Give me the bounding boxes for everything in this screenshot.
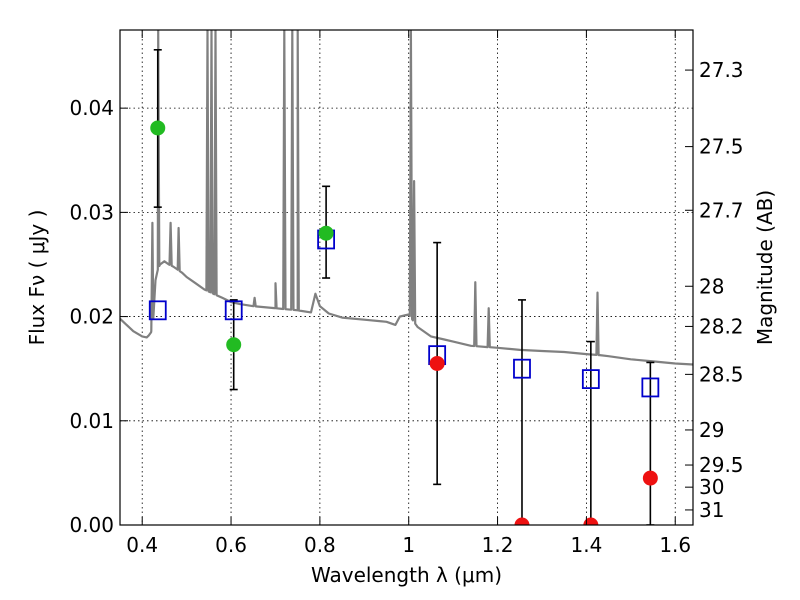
y2-tick-label: 27.7	[699, 198, 744, 222]
y-tick-label: 0.00	[69, 513, 114, 537]
y2-tick-label: 28.2	[699, 314, 744, 338]
y2-tick-label: 28.5	[699, 362, 744, 386]
y2-tick-label: 29.5	[699, 453, 744, 477]
plot-frame	[119, 29, 694, 526]
y-axis-label: Flux Fν ( μJy )	[25, 210, 49, 346]
detection-point	[226, 337, 242, 353]
non-detection-point	[429, 355, 445, 371]
y2-tick-label: 29	[699, 418, 724, 442]
detection-point	[150, 120, 166, 136]
non-detection-point	[642, 470, 658, 486]
model-spectrum-line	[120, 30, 693, 366]
x-tick-label: 0.8	[304, 533, 336, 557]
y2-tick-label: 30	[699, 475, 724, 499]
y-tick-label: 0.04	[69, 96, 114, 120]
y2-tick-label: 31	[699, 498, 724, 522]
x-tick-label: 0.6	[215, 533, 247, 557]
model-photometry-boxes	[148, 229, 660, 398]
y-tick-label: 0.02	[69, 305, 114, 329]
y2-tick-label: 27.5	[699, 135, 744, 159]
x-tick-label: 0.4	[126, 533, 158, 557]
x-tick-label: 1.2	[482, 533, 514, 557]
model-spectrum	[120, 30, 693, 366]
detection-point	[318, 225, 334, 241]
x-tick-label: 1.6	[659, 533, 691, 557]
model-photometry-box	[641, 377, 660, 398]
error-bars	[153, 48, 655, 525]
y-tick-label: 0.01	[69, 409, 114, 433]
model-photometry-box	[224, 300, 243, 321]
y2-axis-label: Magnitude (AB)	[753, 190, 777, 345]
x-axis-label: Wavelength λ (μm)	[311, 563, 502, 587]
observed-points	[150, 120, 658, 525]
non-detection-point	[583, 517, 599, 525]
model-photometry-box	[581, 369, 600, 390]
y-tick-label: 0.03	[69, 200, 114, 224]
x-tick-label: 1.4	[570, 533, 602, 557]
x-axis-ticks: 0.4 0.6 0.8 1 1.2 1.4 1.6	[126, 30, 691, 557]
model-photometry-box	[148, 300, 167, 321]
model-photometry-box	[513, 358, 531, 379]
y-axis-ticks: 0.00 0.01 0.02 0.03 0.04	[69, 96, 128, 537]
y2-tick-label: 27.3	[699, 58, 744, 82]
non-detection-point	[514, 517, 530, 525]
y2-tick-label: 28	[699, 274, 724, 298]
x-tick-label: 1	[402, 533, 415, 557]
